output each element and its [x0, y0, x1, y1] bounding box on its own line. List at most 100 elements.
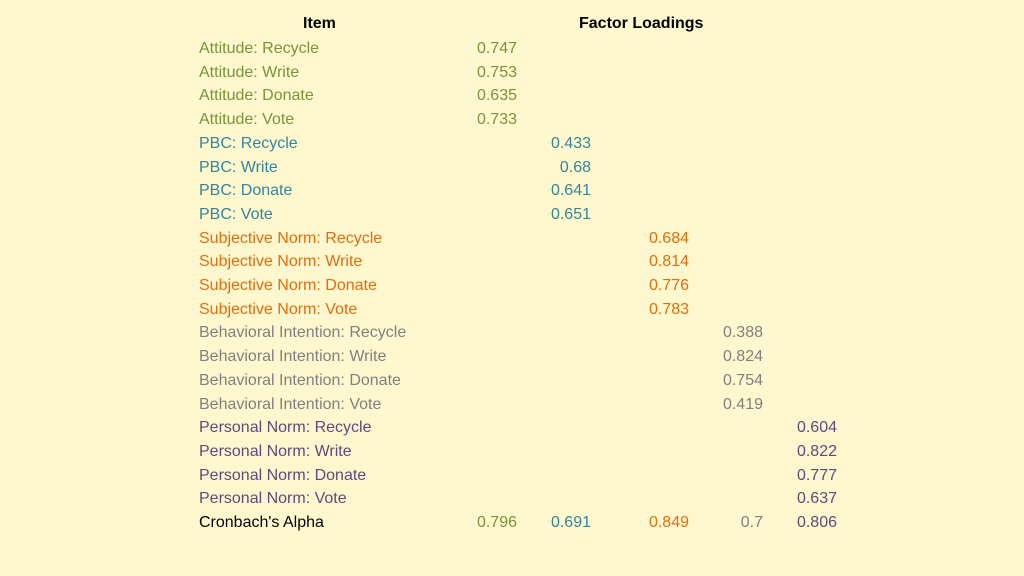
loading-personal-norm [763, 84, 837, 108]
loading-subjective-norm [591, 61, 689, 85]
loading-behavioral-intention [689, 440, 763, 464]
table-row-attitude-donate: Attitude: Donate 0.635 [199, 84, 837, 108]
loading-attitude [459, 345, 517, 369]
loading-personal-norm: 0.637 [796, 490, 837, 508]
table-row-attitude-write: Attitude: Write 0.753 [199, 61, 837, 85]
alpha-behavioral-intention: 0.7 [740, 514, 763, 532]
loading-personal-norm [763, 274, 837, 298]
loading-behavioral-intention [689, 487, 763, 511]
loading-pbc [517, 393, 591, 417]
item-label: Subjective Norm: Write [199, 253, 363, 271]
table-row-attitude-recycle: Attitude: Recycle 0.747 [199, 37, 837, 61]
loading-attitude [459, 487, 517, 511]
item-label: PBC: Recycle [199, 134, 298, 152]
loading-behavioral-intention [689, 132, 763, 156]
loading-pbc: 0.641 [550, 182, 591, 200]
loading-pbc [517, 487, 591, 511]
loading-behavioral-intention [689, 298, 763, 322]
item-label: Personal Norm: Donate [199, 466, 367, 484]
item-label: Behavioral Intention: Recycle [199, 324, 407, 342]
loading-subjective-norm [591, 416, 689, 440]
table-row-attitude-vote: Attitude: Vote 0.733 [199, 108, 837, 132]
item-label: Behavioral Intention: Donate [199, 371, 401, 389]
loading-behavioral-intention [689, 156, 763, 180]
loading-subjective-norm [591, 132, 689, 156]
table-row-personal-norm-vote: Personal Norm: Vote 0.637 [199, 487, 837, 511]
loading-personal-norm [763, 203, 837, 227]
item-label: PBC: Donate [199, 182, 293, 200]
loading-personal-norm [763, 61, 837, 85]
loading-behavioral-intention: 0.824 [722, 348, 763, 366]
item-label: Behavioral Intention: Write [199, 348, 387, 366]
table-row-subjective-norm-donate: Subjective Norm: Donate 0.776 [199, 274, 837, 298]
factor-loadings-table: Attitude: Recycle 0.747 Attitude: Write … [199, 37, 837, 535]
loading-attitude [459, 250, 517, 274]
loading-behavioral-intention [689, 274, 763, 298]
loading-pbc [517, 321, 591, 345]
loading-behavioral-intention [689, 84, 763, 108]
loading-subjective-norm [591, 369, 689, 393]
loading-subjective-norm: 0.776 [648, 277, 689, 295]
loading-attitude [459, 440, 517, 464]
loading-behavioral-intention [689, 179, 763, 203]
table-row-behavioral-intention-write: Behavioral Intention: Write 0.824 [199, 345, 837, 369]
loading-pbc [517, 227, 591, 251]
item-label: Subjective Norm: Donate [199, 277, 377, 295]
loading-personal-norm: 0.822 [796, 442, 837, 460]
item-label: Cronbach's Alpha [199, 514, 324, 532]
item-label: Attitude: Recycle [199, 40, 320, 57]
loading-attitude [459, 203, 517, 227]
loading-pbc [517, 274, 591, 298]
alpha-subjective-norm: 0.849 [648, 514, 689, 532]
loading-subjective-norm [591, 37, 689, 61]
loading-personal-norm [763, 250, 837, 274]
table-row-subjective-norm-write: Subjective Norm: Write 0.814 [199, 250, 837, 274]
item-label: Attitude: Donate [199, 87, 314, 105]
loading-personal-norm: 0.604 [796, 419, 837, 437]
item-label: Behavioral Intention: Vote [199, 395, 382, 413]
loading-subjective-norm [591, 84, 689, 108]
table-row-pbc-recycle: PBC: Recycle 0.433 [199, 132, 837, 156]
loading-personal-norm [763, 179, 837, 203]
table-row-pbc-vote: PBC: Vote 0.651 [199, 203, 837, 227]
loading-behavioral-intention: 0.419 [722, 395, 763, 413]
loading-personal-norm [763, 393, 837, 417]
loading-personal-norm [763, 298, 837, 322]
table-row-subjective-norm-recycle: Subjective Norm: Recycle 0.684 [199, 227, 837, 251]
item-column-header: Item [303, 15, 336, 32]
loading-personal-norm [763, 321, 837, 345]
loading-subjective-norm [591, 440, 689, 464]
loading-attitude [459, 416, 517, 440]
loading-behavioral-intention [689, 227, 763, 251]
item-label: Personal Norm: Recycle [199, 419, 372, 437]
loading-personal-norm [763, 37, 837, 61]
loading-pbc [517, 61, 591, 85]
factor-loadings-header: Factor Loadings [579, 15, 704, 32]
loading-subjective-norm: 0.783 [648, 300, 689, 318]
loading-attitude: 0.635 [476, 87, 517, 105]
table-row-cronbachs-alpha: Cronbach's Alpha 0.796 0.691 0.849 0.7 0… [199, 511, 837, 535]
table-row-personal-norm-donate: Personal Norm: Donate 0.777 [199, 464, 837, 488]
loading-attitude [459, 464, 517, 488]
item-label: Personal Norm: Vote [199, 490, 347, 508]
table-row-pbc-write: PBC: Write 0.68 [199, 156, 837, 180]
loading-behavioral-intention [689, 61, 763, 85]
loading-subjective-norm [591, 156, 689, 180]
loading-subjective-norm [591, 345, 689, 369]
loading-pbc [517, 345, 591, 369]
loading-personal-norm [763, 369, 837, 393]
loading-pbc [517, 250, 591, 274]
loading-attitude [459, 298, 517, 322]
loading-attitude [459, 156, 517, 180]
loading-subjective-norm [591, 487, 689, 511]
alpha-pbc: 0.691 [550, 514, 591, 532]
loading-personal-norm [763, 156, 837, 180]
loading-pbc: 0.68 [559, 158, 591, 176]
loading-personal-norm [763, 227, 837, 251]
loading-behavioral-intention [689, 203, 763, 227]
loading-personal-norm [763, 132, 837, 156]
table-row-personal-norm-recycle: Personal Norm: Recycle 0.604 [199, 416, 837, 440]
loading-behavioral-intention: 0.754 [722, 371, 763, 389]
loading-pbc [517, 37, 591, 61]
